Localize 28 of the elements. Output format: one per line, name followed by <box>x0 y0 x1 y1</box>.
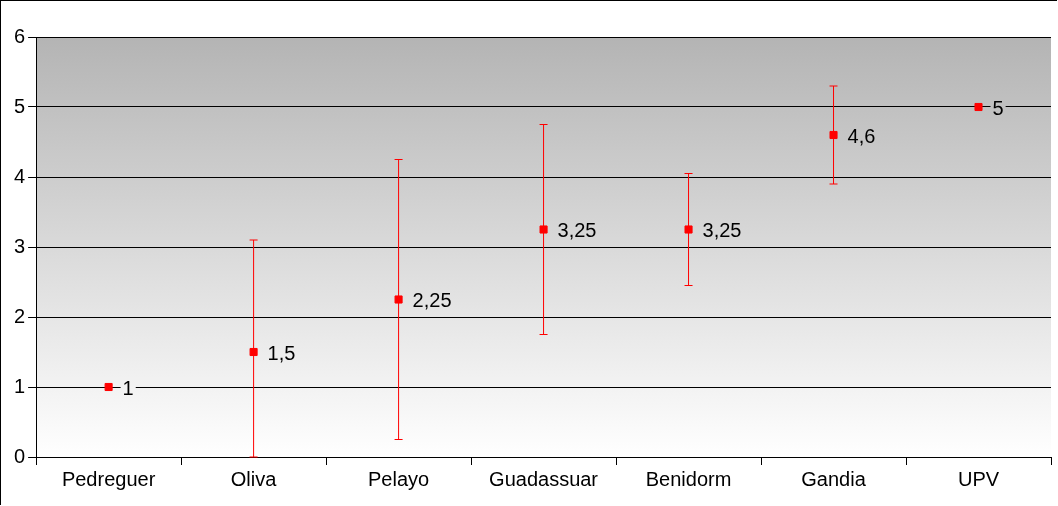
y-tick-label: 3 <box>14 234 26 257</box>
point <box>104 382 113 392</box>
data-label: 3,25 <box>702 219 742 242</box>
data-label: 2,25 <box>412 289 452 312</box>
data-label: 1 <box>122 376 134 399</box>
data-label: 4,6 <box>847 124 876 147</box>
y-tick-label: 4 <box>14 164 26 187</box>
y-tick-label: 2 <box>14 304 26 327</box>
x-tick-label: UPV <box>957 467 1000 490</box>
point <box>394 295 403 304</box>
point <box>249 347 258 357</box>
x-tick-label: Gandia <box>801 467 867 490</box>
y-tick-label: 6 <box>14 24 26 47</box>
y-tick-label: 1 <box>14 374 26 397</box>
data-label: 5 <box>992 96 1004 119</box>
point <box>829 130 838 140</box>
x-tick-label: Guadassuar <box>489 467 599 490</box>
y-tick-label: 0 <box>14 444 26 467</box>
x-tick-label: Benidorm <box>645 467 732 490</box>
point <box>539 225 548 234</box>
x-tick-label: Pedreguer <box>61 467 156 490</box>
point <box>684 225 693 234</box>
point <box>974 102 983 112</box>
x-tick-label: Oliva <box>230 467 278 490</box>
data-label: 1,5 <box>267 341 296 364</box>
y-tick-label: 5 <box>14 94 26 117</box>
data-label: 3,25 <box>557 219 597 242</box>
x-tick-label: Pelayo <box>368 467 430 490</box>
